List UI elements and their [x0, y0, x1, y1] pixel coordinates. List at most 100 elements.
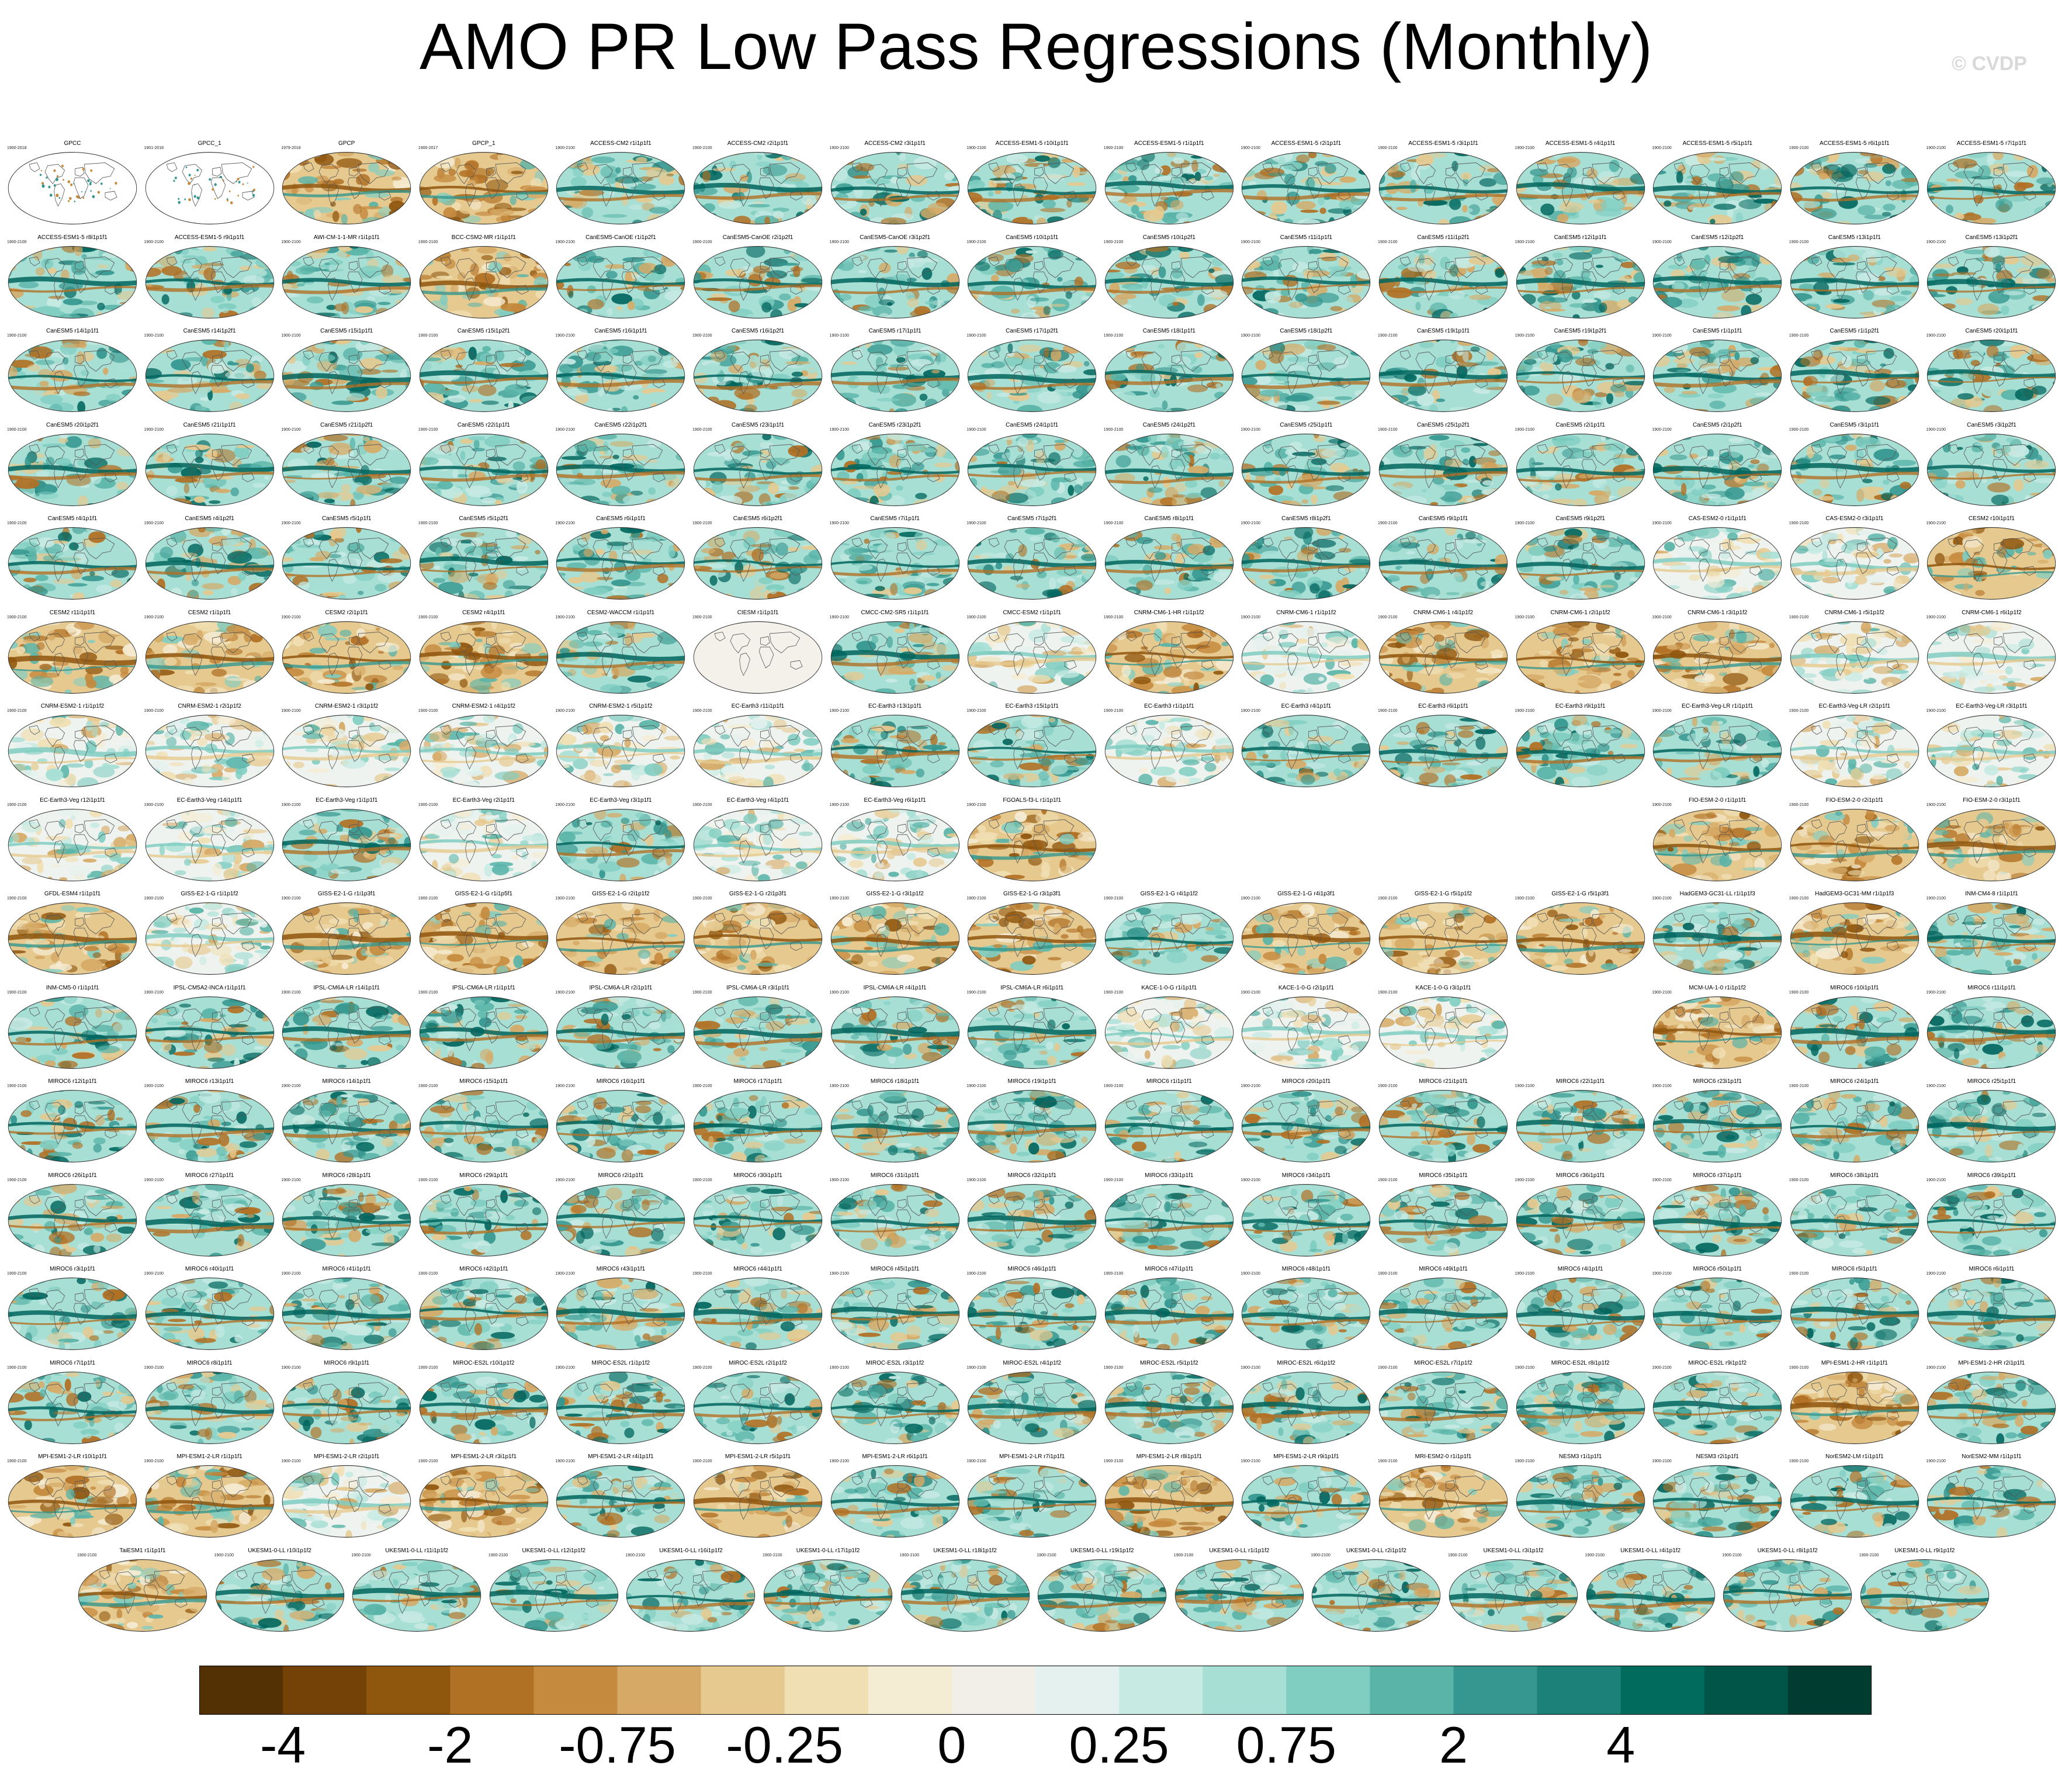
regression-map [967, 1090, 1097, 1162]
colorbar-swatch [1453, 1666, 1538, 1715]
panel-title: MIROC6 r25i1p1f1 [1926, 1078, 2057, 1085]
regression-map [1378, 902, 1508, 975]
regression-map [1378, 1278, 1508, 1350]
panel-years: 1900-2100 [144, 803, 164, 808]
regression-map [145, 621, 274, 694]
panel-years: 1900-2100 [692, 1366, 712, 1370]
map-panel: EC-Earth3-Veg r3i1p1f1 1900-2100 [555, 797, 686, 884]
panel-years: 1900-2100 [555, 1084, 574, 1089]
panel-years: 1900-2100 [966, 803, 986, 808]
panel-years: 1900-2100 [1104, 428, 1123, 432]
panel-title: MPI-ESM1-2-LR r1i1p1f1 [144, 1453, 275, 1460]
map-panel: GISS-E2-1-G r3i1p3f1 1900-2100 [966, 891, 1097, 977]
map-panel: UKESM1-0-LL r3i1p1f2 1900-2100 [1448, 1548, 1579, 1634]
panel-years: 1900-2100 [1515, 146, 1534, 151]
regression-map [1104, 715, 1234, 787]
map-panel: MPI-ESM1-2-LR r9i1p1f1 1900-2100 [1241, 1453, 1371, 1540]
panel-years: 1900-2100 [1652, 1366, 1671, 1370]
map-panel: CanESM5 r7i1p1f1 1900-2100 [830, 515, 961, 602]
panel-years: 1900-2100 [281, 1084, 300, 1089]
colorbar-swatch [1537, 1666, 1621, 1715]
panel-title: CanESM5 r19i1p1f1 [1378, 328, 1509, 335]
panel-title: MIROC6 r12i1p1f1 [7, 1078, 138, 1085]
panel-years: 1900-2100 [418, 803, 438, 808]
colorbar-swatch [1203, 1666, 1287, 1715]
panel-title: MIROC6 r17i1p1f1 [692, 1078, 823, 1085]
regression-map [1242, 433, 1371, 506]
panel-years: 1900-2100 [7, 1366, 26, 1370]
panel-years: 1900-2100 [692, 428, 712, 432]
panel-title: CanESM5 r18i1p2f1 [1241, 328, 1371, 335]
map-panel: CanESM5 r13i1p1f1 1900-2100 [1789, 234, 1920, 321]
map-panel: CanESM5 r8i1p1f1 1900-2100 [1104, 515, 1235, 602]
panel-years: 1900-2100 [7, 803, 26, 808]
map-panel: ACCESS-ESM1-5 r3i1p1f1 1900-2100 [1378, 140, 1509, 227]
regression-map [1927, 1090, 2056, 1162]
panel-years: 1900-2100 [1926, 615, 1945, 620]
map-panel: CanESM5 r22i1p1f1 1900-2100 [418, 422, 549, 508]
map-panel: CNRM-ESM2-1 r4i1p1f2 1900-2100 [418, 703, 549, 790]
panel-years: 1900-2100 [692, 615, 712, 620]
panel-years: 1900-2100 [281, 428, 300, 432]
panel-title: HadGEM3-GC31-LL r1i1p1f3 [1652, 891, 1783, 898]
map-panel: CanESM5 r2i1p1f1 1900-2100 [1515, 422, 1646, 508]
panel-years: 1900-2100 [1789, 521, 1808, 526]
regression-map [1652, 1371, 1782, 1444]
panel-years: 1900-2100 [1789, 1366, 1808, 1370]
panel-years: 1900-2100 [692, 1272, 712, 1276]
regression-map [1927, 340, 2056, 412]
panel-years: 1900-2100 [144, 897, 164, 901]
panel-title: CanESM5 r2i1p1f1 [1515, 422, 1646, 429]
map-panel: CanESM5 r24i1p2f1 1900-2100 [1104, 422, 1235, 508]
regression-map [1242, 1183, 1371, 1257]
map-panel: CNRM-CM6-1 r2i1p1f2 1900-2100 [1515, 610, 1646, 696]
panel-title: MIROC6 r1i1p1f1 [1104, 1078, 1235, 1085]
panel-years: 1900-2100 [418, 897, 438, 901]
panel-title: EC-Earth3 r15i1p1f1 [966, 703, 1097, 710]
regression-map [1516, 433, 1645, 506]
regression-map [1378, 1183, 1508, 1257]
panel-title: GISS-E2-1-G r5i1p1f2 [1378, 891, 1509, 898]
panel-title: CanESM5 r21i1p1f1 [144, 422, 275, 429]
panel-title: UKESM1-0-LL r8i1p1f2 [1722, 1548, 1853, 1555]
panel-years: 1900-2100 [418, 521, 438, 526]
regression-map [556, 1183, 685, 1257]
panel-years: 1900-2100 [281, 1272, 300, 1276]
panel-title: CESM2 r1i1p1f1 [144, 610, 275, 617]
map-panel: CanESM5 r13i1p2f1 1900-2100 [1926, 234, 2057, 321]
panel-years: 1900-2100 [1378, 615, 1397, 620]
regression-map [556, 152, 685, 224]
panel-years: 1900-2100 [966, 991, 986, 995]
panel-title: MPI-ESM1-2-LR r10i1p1f1 [7, 1453, 138, 1460]
regression-map [8, 433, 137, 506]
regression-map [900, 1559, 1030, 1632]
panel-years: 1900-2100 [830, 1366, 849, 1370]
panel-title: MIROC6 r20i1p1f1 [1241, 1078, 1371, 1085]
map-panel: CanESM5 r8i1p2f1 1900-2100 [1241, 515, 1371, 602]
panel-years: 1900-2100 [1652, 897, 1671, 901]
panel-title: CESM2 r4i1p1f1 [418, 610, 549, 617]
panel-title: MIROC6 r35i1p1f1 [1378, 1172, 1509, 1179]
colorbar-tick-label: -4 [260, 1719, 306, 1771]
panel-title: CanESM5-CanOE r1i1p2f1 [555, 234, 686, 241]
regression-map [967, 808, 1097, 881]
panel-years: 1900-2100 [1652, 1272, 1671, 1276]
map-panel: EC-Earth3-Veg r14i1p1f1 1900-2100 [144, 797, 275, 884]
regression-map [1927, 1183, 2056, 1257]
panel-title: HadGEM3-GC31-MM r1i1p1f3 [1789, 891, 1920, 898]
regression-map [1378, 527, 1508, 600]
panel-title: CanESM5 r12i1p1f1 [1515, 234, 1646, 241]
panel-title: CanESM5 r23i1p2f1 [830, 422, 961, 429]
panel-title: EC-Earth3-Veg-LR r1i1p1f1 [1652, 703, 1783, 710]
panel-title: MIROC6 r45i1p1f1 [830, 1266, 961, 1273]
colorbar-swatch [1286, 1666, 1370, 1715]
map-panel: CanESM5 r10i1p2f1 1900-2100 [1104, 234, 1235, 321]
panel-years: 1900-2100 [1926, 803, 1945, 808]
map-panel: UKESM1-0-LL r2i1p1f2 1900-2100 [1311, 1548, 1442, 1634]
colorbar-swatch [199, 1666, 283, 1715]
regression-map [1790, 902, 1919, 975]
panel-title: CanESM5 r15i1p1f1 [281, 328, 412, 335]
panel-title: ACCESS-ESM1-5 r9i1p1f1 [144, 234, 275, 241]
regression-map [1723, 1559, 1852, 1632]
panel-years: 1900-2100 [692, 991, 712, 995]
